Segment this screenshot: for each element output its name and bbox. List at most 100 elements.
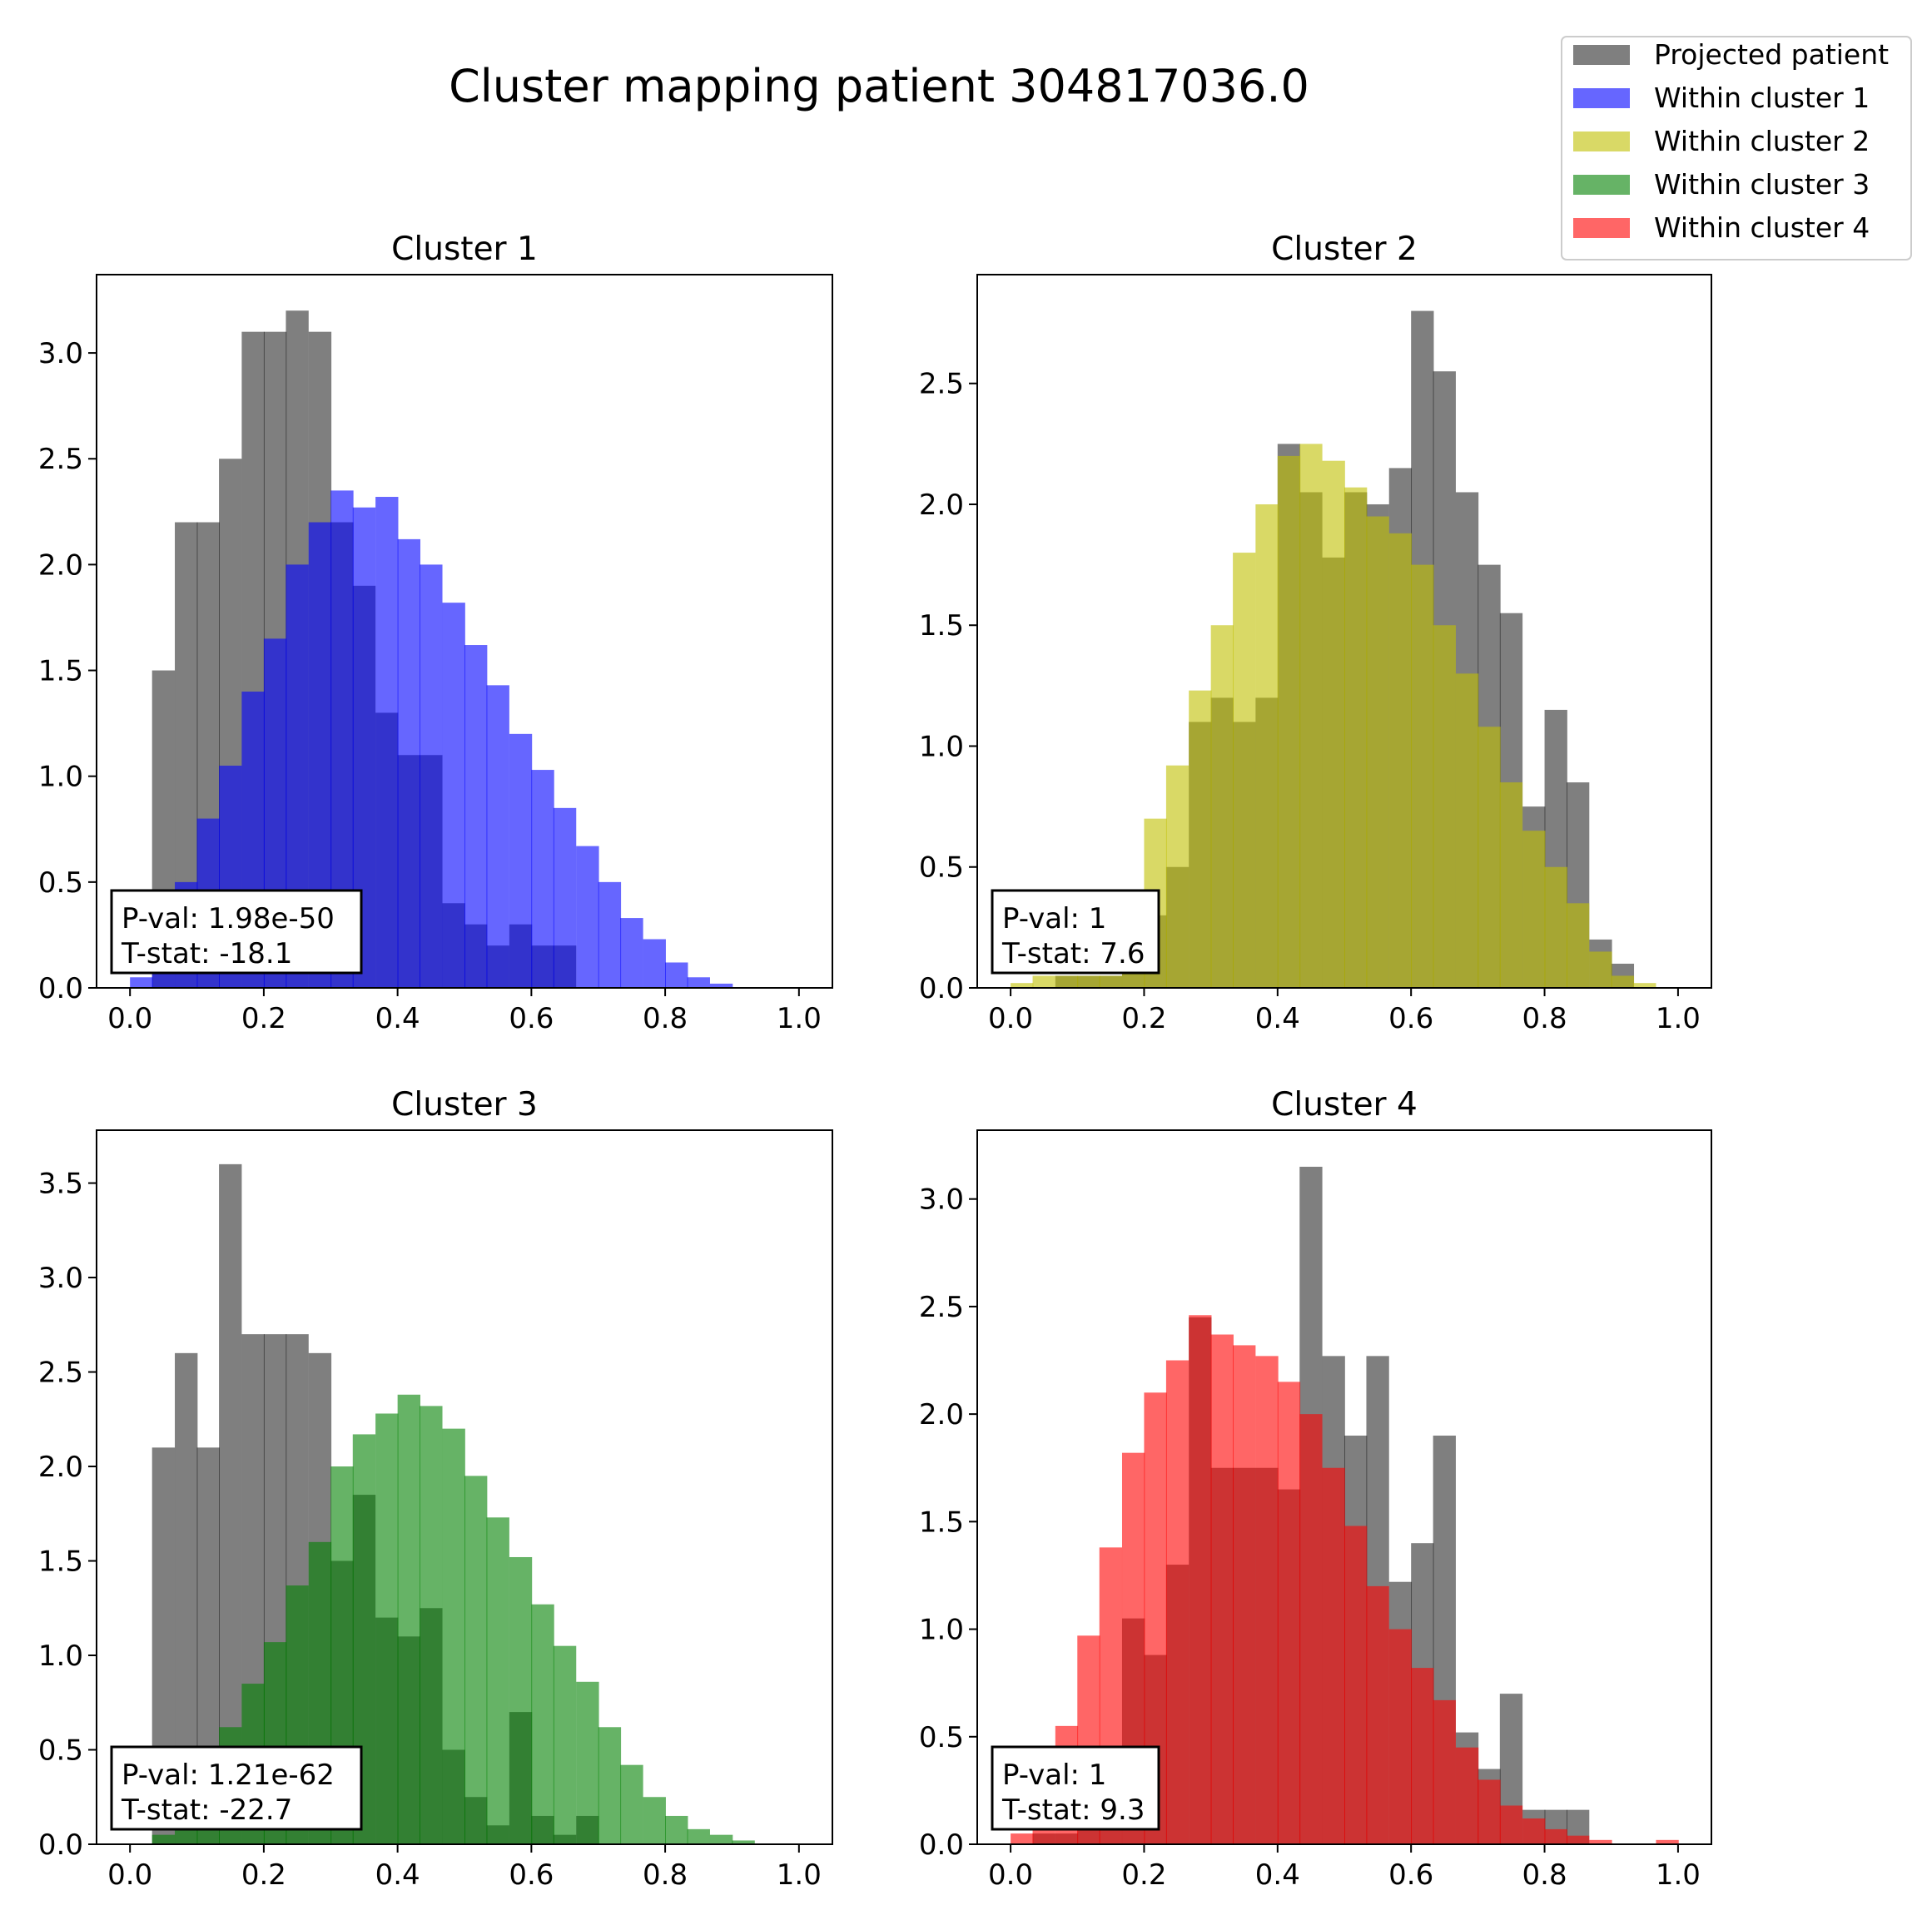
- cluster-3-bar: [531, 1604, 554, 1844]
- p-value-label: P-val: 1: [1002, 1759, 1106, 1792]
- cluster-2-bar: [1099, 975, 1123, 988]
- cluster-1-bar: [709, 983, 733, 988]
- stats-box: P-val: 1T-stat: 9.3: [991, 1745, 1160, 1831]
- x-tick-label: 1.0: [777, 1002, 822, 1035]
- cluster-2-bar: [1567, 903, 1590, 988]
- p-value-label: P-val: 1.21e-62: [122, 1759, 335, 1792]
- x-tick-label: 0.8: [643, 1858, 688, 1892]
- y-tick-label: 0.5: [919, 1721, 964, 1754]
- cluster-2-bar: [1299, 444, 1323, 988]
- cluster-2-bar: [1032, 975, 1055, 988]
- stats-box-frame: [991, 1745, 1160, 1831]
- cluster-3-bar: [576, 1681, 599, 1844]
- stats-box: P-val: 1T-stat: 7.6: [991, 889, 1160, 975]
- y-tick-label: 1.0: [919, 1614, 964, 1647]
- x-tick-label: 0.6: [1388, 1002, 1433, 1035]
- x-tick-label: 0.4: [1255, 1002, 1300, 1035]
- cluster-3-bar: [442, 1428, 465, 1844]
- cluster-2-bar: [1544, 866, 1567, 988]
- x-tick-label: 0.6: [1388, 1858, 1433, 1892]
- cluster-4-bar: [1189, 1315, 1212, 1844]
- x-tick-label: 0.0: [107, 1002, 152, 1035]
- y-tick-label: 1.0: [38, 761, 83, 794]
- y-tick-label: 3.5: [38, 1168, 83, 1201]
- cluster-2-bar: [1255, 504, 1279, 988]
- cluster-4-bar: [1589, 1839, 1612, 1844]
- cluster-2-bar: [1344, 487, 1368, 988]
- y-tick-label: 1.0: [919, 730, 964, 763]
- stats-box-frame: [110, 889, 363, 975]
- cluster-2-bar: [1165, 765, 1189, 988]
- cluster-3-bar: [151, 1834, 176, 1844]
- panel-cluster-2: Cluster 2 0.0 0.2 0.4 0.6 0.8 1.0 0.0 0.5 1.0 1.5 2…: [919, 231, 1712, 1035]
- y-tick-label: 2.5: [919, 368, 964, 401]
- cluster-1-bar: [509, 733, 533, 988]
- cluster-4-bar: [1499, 1805, 1523, 1844]
- legend-label: Within cluster 3: [1654, 168, 1870, 201]
- stats-box-frame: [991, 889, 1160, 975]
- y-tick-label: 2.5: [38, 443, 83, 476]
- cluster-2-bar: [1478, 727, 1501, 988]
- p-value-label: P-val: 1.98e-50: [122, 902, 335, 935]
- x-tick-label: 0.2: [241, 1858, 286, 1892]
- y-tick-label: 2.0: [38, 1451, 83, 1484]
- x-tick-label: 0.6: [509, 1858, 554, 1892]
- y-tick-label: 0.5: [38, 1734, 83, 1768]
- cluster-4-bar: [1165, 1360, 1189, 1844]
- cluster-3-bar: [709, 1834, 733, 1844]
- legend-label: Within cluster 1: [1654, 82, 1870, 114]
- axes-frame: [976, 1129, 1712, 1845]
- x-tick-label: 0.2: [241, 1002, 286, 1035]
- cluster-1-bar: [598, 881, 622, 988]
- x-tick-label: 0.6: [509, 1002, 554, 1035]
- cluster-4-bar: [1478, 1779, 1501, 1844]
- cluster-2-bar: [1411, 564, 1434, 988]
- panel-title: Cluster 1: [391, 231, 538, 268]
- y-tick-label: 3.0: [38, 1262, 83, 1295]
- cluster-1-bar: [687, 977, 710, 988]
- x-tick-label: 0.2: [1121, 1858, 1166, 1892]
- cluster-1-bar: [464, 645, 488, 988]
- cluster-3-bar: [620, 1764, 643, 1844]
- cluster-4-bar: [1656, 1839, 1679, 1844]
- cluster-4-bar: [1255, 1356, 1279, 1844]
- legend-label: Within cluster 2: [1654, 125, 1870, 157]
- cluster-4-bar: [1455, 1747, 1479, 1844]
- legend-swatch: [1573, 131, 1630, 151]
- cluster-2-bar: [1077, 975, 1100, 988]
- axes-frame: [96, 1129, 833, 1845]
- x-tick-label: 1.0: [1656, 1002, 1701, 1035]
- panel-title: Cluster 3: [391, 1086, 538, 1124]
- cluster-4-bar: [1011, 1833, 1034, 1844]
- y-tick-label: 2.0: [38, 548, 83, 582]
- panel-title: Cluster 2: [1271, 231, 1418, 268]
- cluster-4-bar: [1388, 1629, 1413, 1844]
- t-stat-label: T-stat: -18.1: [121, 937, 292, 970]
- cluster-1-bar: [397, 538, 420, 988]
- cluster-4-bar: [1366, 1585, 1389, 1844]
- x-tick-label: 1.0: [777, 1858, 822, 1892]
- cluster-4-bar: [1210, 1334, 1234, 1844]
- cluster-1-bar: [531, 770, 554, 988]
- legend-frame: [1561, 36, 1912, 260]
- cluster-4-bar: [1522, 1818, 1546, 1844]
- cluster-1-bar: [620, 918, 643, 988]
- y-tick-label: 2.0: [919, 1398, 964, 1431]
- stats-box-frame: [110, 1745, 363, 1831]
- y-tick-label: 1.5: [919, 1506, 964, 1539]
- x-tick-label: 0.0: [107, 1858, 152, 1892]
- y-tick-label: 2.5: [38, 1357, 83, 1390]
- legend-swatch: [1573, 45, 1630, 65]
- cluster-4-bar: [1544, 1828, 1567, 1844]
- cluster-2-bar: [1189, 690, 1212, 988]
- x-tick-label: 0.4: [375, 1858, 420, 1892]
- y-tick-label: 3.0: [919, 1183, 964, 1217]
- cluster-3-bar: [397, 1394, 420, 1844]
- legend-swatch: [1573, 175, 1630, 195]
- cluster-4-bar: [1567, 1835, 1590, 1844]
- t-stat-label: T-stat: -22.7: [121, 1793, 292, 1827]
- y-tick-label: 0.5: [919, 851, 964, 885]
- cluster-4-bar: [1433, 1699, 1456, 1844]
- cluster-3-bar: [464, 1476, 488, 1844]
- t-stat-label: T-stat: 9.3: [1001, 1793, 1145, 1827]
